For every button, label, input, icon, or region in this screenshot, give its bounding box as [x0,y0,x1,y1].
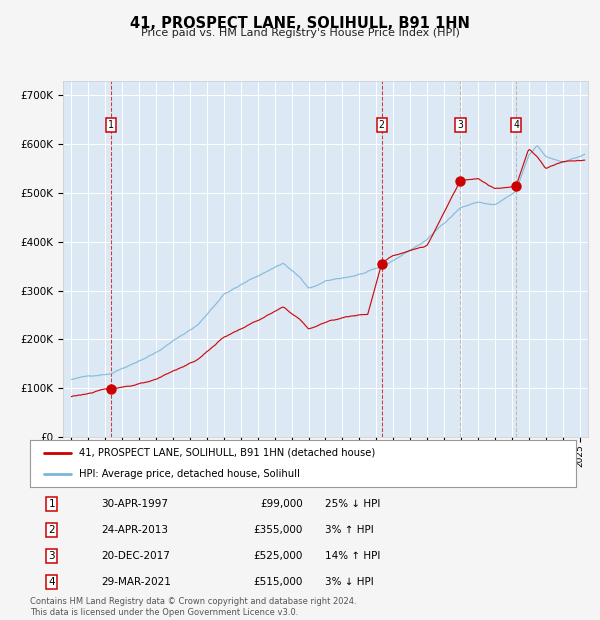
Text: 3% ↓ HPI: 3% ↓ HPI [325,577,374,587]
Text: £515,000: £515,000 [254,577,303,587]
Text: 29-MAR-2021: 29-MAR-2021 [101,577,171,587]
Text: 14% ↑ HPI: 14% ↑ HPI [325,551,380,561]
Text: 1: 1 [49,499,55,509]
Text: Contains HM Land Registry data © Crown copyright and database right 2024.
This d: Contains HM Land Registry data © Crown c… [30,598,356,617]
Text: 2: 2 [49,525,55,535]
Text: 3: 3 [458,120,463,130]
Text: 1: 1 [108,120,114,130]
Text: 30-APR-1997: 30-APR-1997 [101,499,168,509]
Text: 41, PROSPECT LANE, SOLIHULL, B91 1HN: 41, PROSPECT LANE, SOLIHULL, B91 1HN [130,16,470,30]
Text: HPI: Average price, detached house, Solihull: HPI: Average price, detached house, Soli… [79,469,300,479]
Text: 25% ↓ HPI: 25% ↓ HPI [325,499,380,509]
Text: 4: 4 [513,120,519,130]
Text: 41, PROSPECT LANE, SOLIHULL, B91 1HN (detached house): 41, PROSPECT LANE, SOLIHULL, B91 1HN (de… [79,448,376,458]
Text: 3: 3 [49,551,55,561]
Text: £355,000: £355,000 [254,525,303,535]
Text: £525,000: £525,000 [254,551,303,561]
Text: 20-DEC-2017: 20-DEC-2017 [101,551,170,561]
Text: 2: 2 [379,120,385,130]
Text: 4: 4 [49,577,55,587]
Text: 24-APR-2013: 24-APR-2013 [101,525,168,535]
Text: 3% ↑ HPI: 3% ↑ HPI [325,525,374,535]
Text: Price paid vs. HM Land Registry's House Price Index (HPI): Price paid vs. HM Land Registry's House … [140,28,460,38]
Text: £99,000: £99,000 [260,499,303,509]
